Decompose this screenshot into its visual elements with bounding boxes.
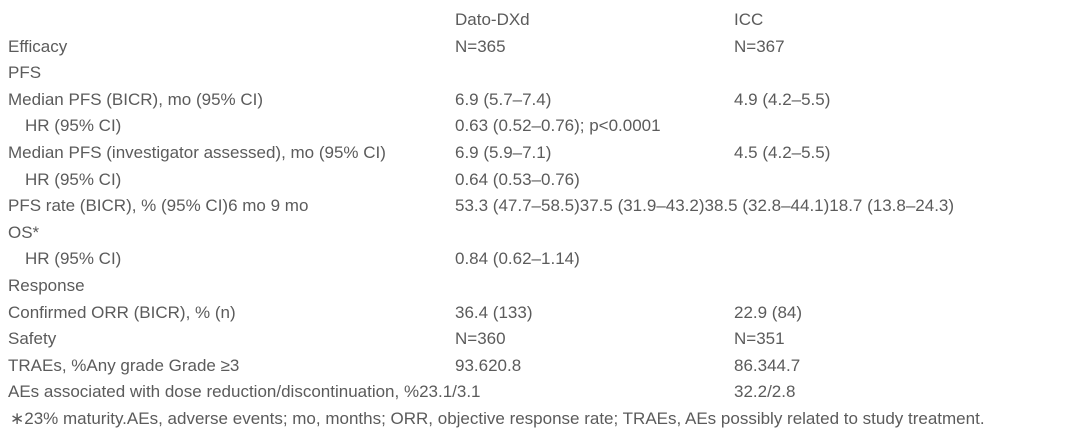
row-label: Confirmed ORR (BICR), % (n) — [8, 302, 236, 322]
dato-dxd-value: 0.64 (0.53–0.76) — [455, 169, 580, 189]
table-row-hr-os: HR (95% CI) 0.84 (0.62–1.14) — [8, 246, 1080, 273]
table-row-safety-section: Safety N=360 N=351 — [8, 326, 1080, 353]
row-label: OS* — [8, 222, 40, 242]
icc-value — [734, 113, 1080, 140]
table-row-os-section: OS* — [8, 220, 1080, 247]
icc-value: N=367 — [734, 36, 785, 56]
icc-value: 4.9 (4.2–5.5) — [734, 89, 831, 109]
icc-value: 4.5 (4.2–5.5) — [734, 142, 831, 162]
row-label: Median PFS (BICR), mo (95% CI) — [8, 89, 264, 109]
table-row-traes: TRAEs, %Any grade Grade ≥3 93.620.8 86.3… — [8, 353, 1080, 380]
icc-value — [734, 167, 1080, 194]
table-row-median-pfs-investigator: Median PFS (investigator assessed), mo (… — [8, 140, 1080, 167]
header-spacer — [8, 7, 455, 34]
icc-value — [734, 220, 1080, 247]
table-row-pfs-section: PFS — [8, 60, 1080, 87]
row-label: Safety — [8, 329, 57, 349]
table-header-row: Dato-DXd ICC — [8, 7, 1080, 34]
table-footnote: ∗23% maturity.AEs, adverse events; mo, m… — [10, 408, 985, 428]
row-label: AEs associated with dose reduction/disco… — [8, 382, 481, 402]
icc-value: 32.2/2.8 — [734, 382, 796, 402]
table-row-median-pfs-bicr: Median PFS (BICR), mo (95% CI) 6.9 (5.7–… — [8, 87, 1080, 114]
table-row-hr-investigator: HR (95% CI) 0.64 (0.53–0.76) — [8, 167, 1080, 194]
row-label: HR (95% CI) — [25, 169, 122, 189]
row-label: HR (95% CI) — [25, 249, 122, 269]
dato-dxd-value: 36.4 (133) — [455, 302, 533, 322]
row-label: Median PFS (investigator assessed), mo (… — [8, 142, 386, 162]
table-row-aes-dose-reduction: AEs associated with dose reduction/disco… — [8, 379, 1080, 406]
row-label: PFS — [8, 63, 42, 83]
dato-dxd-value: 93.620.8 — [455, 355, 522, 375]
table-row-hr-bicr: HR (95% CI) 0.63 (0.52–0.76); p<0.0001 — [8, 113, 1080, 140]
icc-value — [734, 60, 1080, 87]
icc-value: 86.344.7 — [734, 355, 801, 375]
dato-dxd-value: 53.3 (47.7–58.5)37.5 (31.9–43.2)38.5 (32… — [455, 196, 955, 216]
row-label: TRAEs, %Any grade Grade ≥3 — [8, 355, 240, 375]
column-header-icc: ICC — [734, 10, 764, 29]
icc-value — [734, 193, 1080, 220]
icc-value: 22.9 (84) — [734, 302, 803, 322]
table-row-pfs-rate: PFS rate (BICR), % (95% CI)6 mo 9 mo 53.… — [8, 193, 1080, 220]
dato-dxd-value: 0.84 (0.62–1.14) — [455, 249, 580, 269]
dato-dxd-value — [455, 273, 734, 300]
table-row-response-section: Response — [8, 273, 1080, 300]
dato-dxd-value — [455, 379, 734, 406]
icc-value — [734, 246, 1080, 273]
column-header-dato-dxd: Dato-DXd — [455, 10, 530, 29]
dato-dxd-value: 6.9 (5.9–7.1) — [455, 142, 552, 162]
dato-dxd-value: 6.9 (5.7–7.4) — [455, 89, 552, 109]
table-row-confirmed-orr: Confirmed ORR (BICR), % (n) 36.4 (133) 2… — [8, 300, 1080, 327]
dato-dxd-value: N=365 — [455, 36, 506, 56]
dato-dxd-value: N=360 — [455, 329, 506, 349]
dato-dxd-value: 0.63 (0.52–0.76); p<0.0001 — [455, 116, 661, 136]
dato-dxd-value — [455, 60, 734, 87]
row-label: Response — [8, 275, 85, 295]
row-label: PFS rate (BICR), % (95% CI)6 mo 9 mo — [8, 196, 309, 216]
table-row-efficacy: Efficacy N=365 N=367 — [8, 34, 1080, 61]
row-label: Efficacy — [8, 36, 68, 56]
dato-dxd-value — [455, 220, 734, 247]
icc-value — [734, 273, 1080, 300]
row-label: HR (95% CI) — [25, 116, 122, 136]
icc-value: N=351 — [734, 329, 785, 349]
